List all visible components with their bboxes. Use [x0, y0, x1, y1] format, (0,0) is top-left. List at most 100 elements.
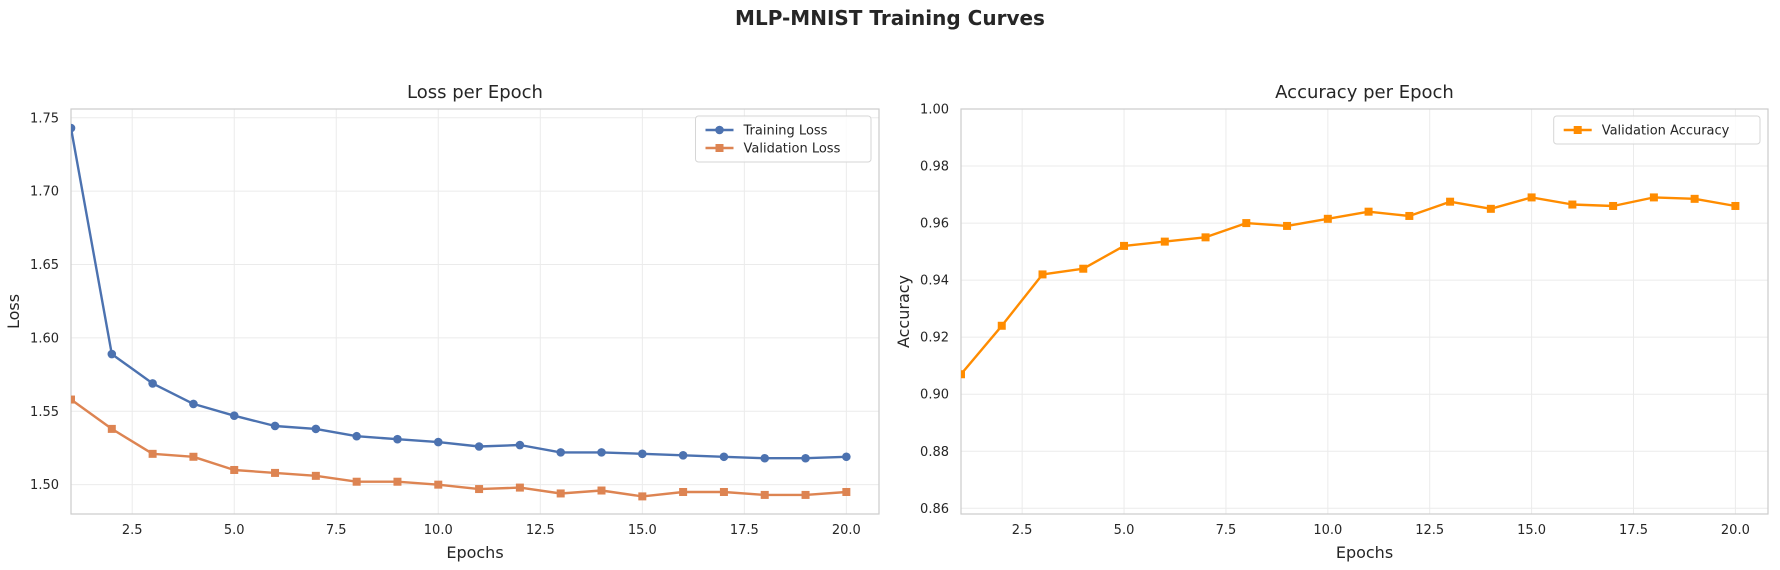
accuracy-x-tick-label: 2.5 — [1012, 523, 1033, 538]
loss-x-axis-label: Epochs — [446, 543, 503, 562]
validation-loss-point — [801, 490, 810, 499]
training-loss-point — [515, 440, 525, 450]
loss-x-tick-label: 17.5 — [730, 523, 759, 538]
validation-accuracy-point — [961, 370, 965, 379]
validation-accuracy-point — [997, 321, 1006, 330]
loss-y-tick-label: 1.70 — [30, 185, 59, 200]
accuracy-y-tick-label: 0.86 — [920, 502, 949, 517]
loss-x-tick-label: 20.0 — [832, 523, 861, 538]
validation-loss-point — [148, 449, 157, 458]
validation-accuracy-point — [1486, 204, 1495, 213]
accuracy-x-tick-label: 15.0 — [1517, 523, 1546, 538]
training-loss-point — [556, 448, 565, 457]
validation-accuracy-point — [1609, 201, 1618, 210]
training-loss-line — [71, 127, 847, 460]
validation-accuracy-point — [1568, 200, 1577, 209]
training-loss-point — [311, 424, 321, 434]
validation-loss-point — [842, 487, 851, 496]
loss-y-tick-label: 1.75 — [30, 111, 59, 126]
accuracy-y-tick-label: 0.88 — [920, 445, 949, 460]
loss-y-tick-label: 1.55 — [30, 405, 59, 420]
validation-accuracy-point — [1038, 270, 1047, 279]
accuracy-x-tick-label: 7.5 — [1216, 523, 1237, 538]
accuracy-x-tick-label: 20.0 — [1721, 523, 1750, 538]
accuracy-plot-area — [961, 109, 1768, 514]
validation-loss-point — [271, 468, 280, 477]
training-loss-point — [433, 437, 443, 447]
accuracy-axes-frame — [960, 108, 1769, 515]
loss-y-tick-label: 1.65 — [30, 258, 59, 273]
validation-accuracy-point — [1079, 264, 1088, 273]
training-loss-point — [189, 399, 198, 409]
training-loss-point — [71, 123, 76, 133]
validation-loss-point — [556, 489, 565, 498]
validation-accuracy-point — [1323, 214, 1332, 223]
training-loss-point — [148, 379, 157, 388]
training-loss-point — [760, 453, 770, 463]
accuracy-x-tick-label: 10.0 — [1313, 523, 1342, 538]
training-loss-point — [678, 451, 688, 460]
validation-accuracy-point — [1120, 241, 1129, 250]
validation-loss-point — [638, 492, 647, 501]
accuracy-x-tick-label: 5.0 — [1114, 523, 1135, 538]
validation-loss-legend-marker — [715, 144, 724, 152]
validation-accuracy-point — [1690, 194, 1699, 203]
loss-y-tick-label: 1.50 — [30, 478, 59, 493]
validation-loss-point — [189, 452, 198, 461]
accuracy-chart-title: Accuracy per Epoch — [1275, 82, 1454, 103]
accuracy-x-tick-label: 17.5 — [1619, 523, 1648, 538]
training-loss-legend-label: Training Loss — [743, 124, 828, 139]
accuracy-y-tick-label: 0.98 — [920, 160, 949, 175]
accuracy-chart-panel: 2.5 5.0 7.5 10.0 12.5 15.0 17.5 20.0 0.86 0.88 0.9… — [894, 82, 1769, 562]
training-loss-point — [107, 349, 117, 359]
accuracy-y-tick-label: 0.92 — [920, 331, 949, 346]
training-loss-point — [597, 448, 606, 457]
loss-x-tick-label: 2.5 — [122, 523, 143, 538]
training-loss-point — [229, 411, 239, 420]
accuracy-y-tick-label: 0.90 — [920, 388, 949, 403]
accuracy-y-tick-label: 1.00 — [920, 103, 949, 118]
training-loss-point — [842, 452, 851, 462]
loss-x-tick-label: 12.5 — [526, 523, 555, 538]
accuracy-x-tick-label: 12.5 — [1415, 523, 1444, 538]
figure-title: MLP-MNIST Training Curves — [735, 6, 1045, 30]
accuracy-data-layer — [961, 193, 1740, 379]
accuracy-x-axis-label: Epochs — [1336, 543, 1393, 562]
loss-legend — [695, 115, 872, 163]
validation-accuracy-line — [961, 196, 1736, 375]
validation-accuracy-point — [1527, 193, 1536, 202]
loss-data-layer — [71, 123, 851, 501]
validation-accuracy-point — [1283, 221, 1292, 230]
accuracy-y-tick-label: 0.94 — [920, 274, 949, 289]
validation-loss-point — [679, 487, 688, 496]
training-loss-point — [719, 452, 729, 462]
validation-accuracy-legend-label: Validation Accuracy — [1602, 124, 1730, 139]
validation-accuracy-legend-marker — [1573, 126, 1582, 134]
validation-loss-point — [393, 477, 402, 486]
accuracy-y-axis-label: Accuracy — [894, 275, 913, 348]
validation-loss-point — [352, 477, 361, 486]
validation-accuracy-point — [1649, 193, 1658, 202]
validation-loss-point — [515, 483, 524, 492]
validation-loss-point — [760, 490, 769, 499]
validation-loss-point — [230, 465, 239, 474]
training-loss-point — [352, 431, 361, 441]
loss-chart-title: Loss per Epoch — [407, 82, 543, 103]
loss-y-tick-label: 1.60 — [30, 331, 59, 346]
validation-loss-line — [71, 398, 847, 498]
loss-axes-frame — [70, 108, 880, 515]
accuracy-y-tick-label: 0.96 — [920, 217, 949, 232]
loss-x-tick-label: 10.0 — [424, 523, 453, 538]
validation-accuracy-point — [1201, 233, 1210, 242]
loss-x-tick-label: 15.0 — [628, 523, 657, 538]
validation-accuracy-point — [1405, 211, 1414, 220]
training-loss-point — [801, 453, 810, 463]
loss-x-tick-label: 7.5 — [326, 523, 347, 538]
validation-accuracy-point — [1242, 219, 1251, 228]
validation-accuracy-point — [1731, 201, 1740, 210]
loss-x-tick-label: 5.0 — [224, 523, 245, 538]
validation-loss-point — [475, 485, 484, 494]
validation-loss-point — [719, 487, 728, 496]
training-loss-point — [474, 442, 484, 451]
